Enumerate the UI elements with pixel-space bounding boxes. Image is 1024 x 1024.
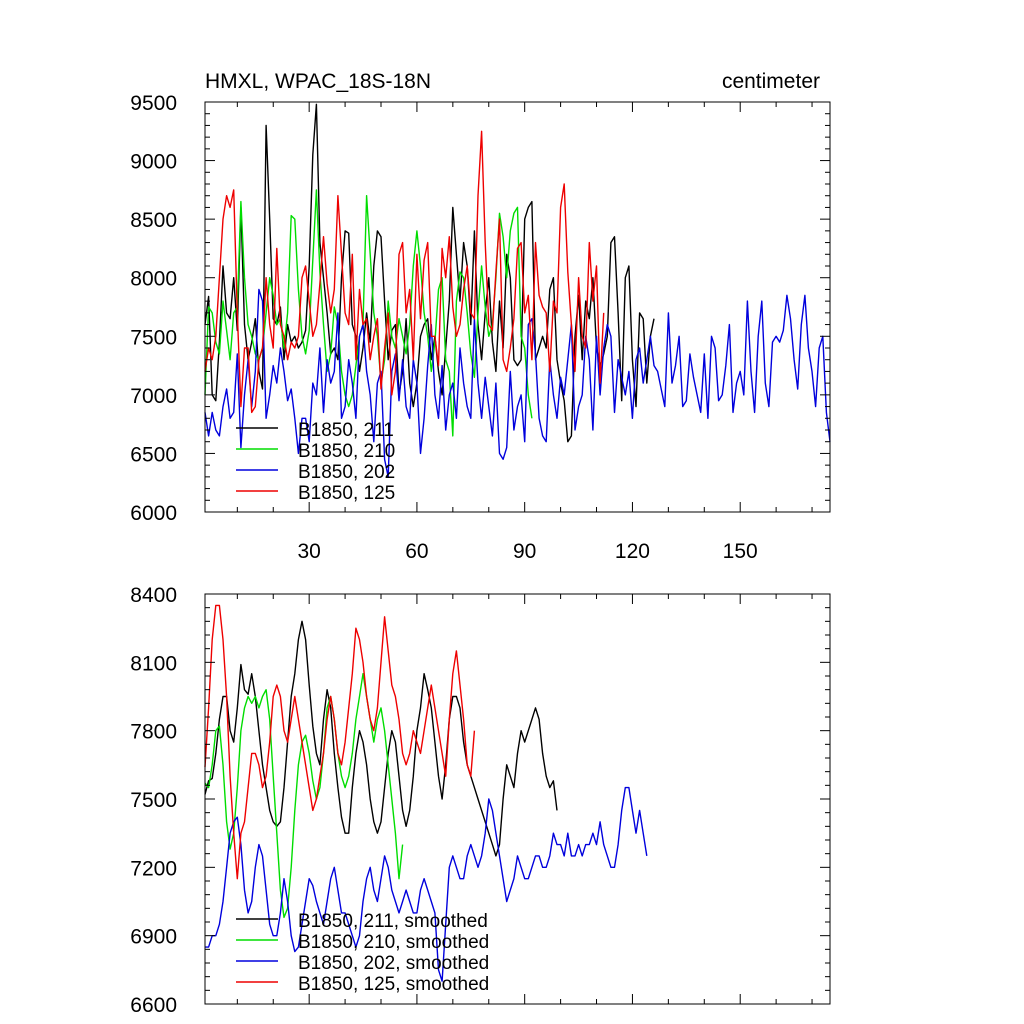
legend-label: B1850, 125: [298, 483, 395, 504]
x-tick-label: 150: [723, 540, 758, 563]
legend-label: B1850, 211, smoothed: [298, 911, 488, 932]
y-tick-label: 6500: [130, 443, 177, 466]
bottom-chart-panel: 6600 6900 7200 7500 7800 8100 8400 B1850, 211, …: [130, 584, 831, 1017]
y-tick-label: 8000: [130, 268, 177, 291]
legend-label: B1850, 211: [298, 420, 394, 441]
y-tick-label: 8100: [130, 652, 177, 675]
y-tick-label: 6900: [130, 926, 177, 949]
y-tick-label: 7500: [130, 789, 177, 812]
units-label: centimeter: [722, 70, 820, 93]
x-tick-label: 90: [513, 540, 536, 563]
series-line-3: [204, 604, 476, 880]
chart-title: HMXL, WPAC_18S-18N: [205, 70, 431, 93]
y-tick-label: 7000: [130, 385, 177, 408]
series-line-2: [204, 288, 831, 478]
y-tick-label: 8400: [130, 584, 177, 607]
y-tick-label: 8500: [130, 209, 177, 232]
y-tick-label: 7500: [130, 326, 177, 349]
plot-frame: [204, 101, 831, 513]
y-tick-label: 6600: [130, 994, 177, 1017]
y-tick-label: 6000: [130, 502, 177, 525]
y-tick-label: 9000: [130, 151, 177, 174]
legend-label: B1850, 210, smoothed: [298, 932, 489, 953]
x-tick-label: 60: [405, 540, 428, 563]
y-tick-label: 9500: [130, 92, 177, 115]
legend-label: B1850, 202, smoothed: [298, 953, 489, 974]
y-tick-label: 7200: [130, 857, 177, 880]
legend-label: B1850, 210: [298, 441, 395, 462]
x-tick-label: 30: [297, 540, 320, 563]
top-chart-panel: 6000 6500 7000 7500 8000 8500 9000 9500 30 60 90 12…: [130, 70, 831, 563]
legend-label: B1850, 202: [298, 462, 395, 483]
series-line-2: [205, 786, 648, 982]
x-tick-label: 120: [615, 540, 650, 563]
series-line-3: [204, 130, 605, 414]
legend-label: B1850, 125, smoothed: [298, 974, 489, 995]
y-tick-label: 7800: [130, 721, 177, 744]
